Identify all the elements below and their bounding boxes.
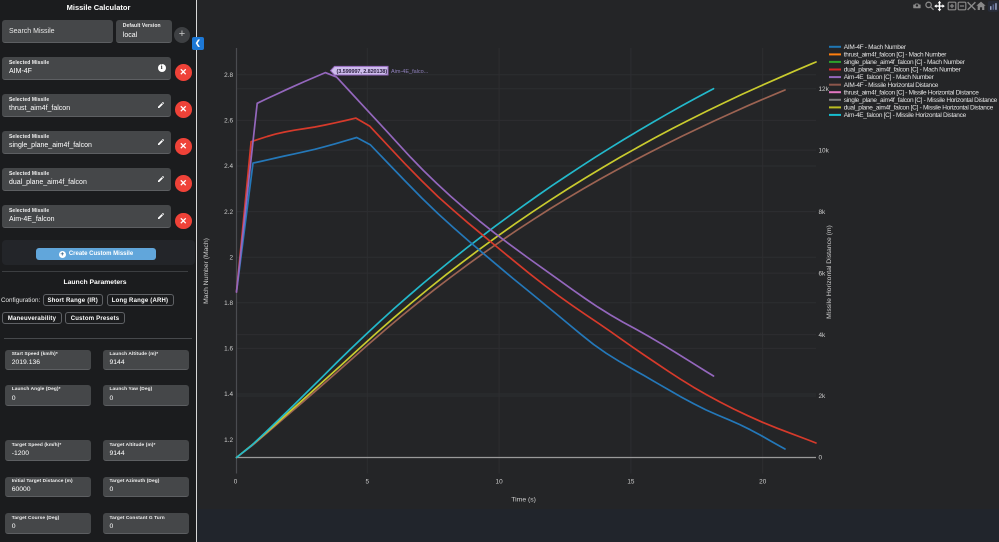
svg-text:12k: 12k (819, 86, 830, 93)
svg-text:Aim-4E_falcon [C] - Mach Numbe: Aim-4E_falcon [C] - Mach Number (844, 74, 935, 81)
svg-text:5: 5 (366, 478, 370, 485)
svg-text:0: 0 (234, 478, 238, 485)
svg-text:Aim-4E_falco...: Aim-4E_falco... (391, 69, 429, 75)
svg-text:Missile Horizontal Distance (m: Missile Horizontal Distance (m) (826, 225, 833, 319)
svg-text:2k: 2k (819, 393, 827, 400)
svg-text:single_plane_aim4f_falcon [C]: single_plane_aim4f_falcon [C] - Missile … (844, 97, 998, 104)
svg-text:1.4: 1.4 (224, 391, 233, 398)
svg-text:0: 0 (819, 455, 823, 462)
svg-text:dual_plane_aim4f_falcon [C] -: dual_plane_aim4f_falcon [C] - Mach Numbe… (844, 67, 962, 74)
svg-text:6k: 6k (819, 270, 827, 277)
svg-text:thrust_aim4f_falcon [C] - Miss: thrust_aim4f_falcon [C] - Missile Horizo… (844, 89, 979, 96)
svg-text:10: 10 (496, 478, 504, 485)
svg-text:15: 15 (627, 478, 635, 485)
svg-text:2: 2 (229, 254, 233, 261)
svg-text:Mach Number (Mach): Mach Number (Mach) (203, 238, 210, 304)
svg-text:2.6: 2.6 (224, 118, 233, 125)
svg-text:2.2: 2.2 (224, 209, 233, 216)
svg-text:dual_plane_aim4f_falcon [C] -: dual_plane_aim4f_falcon [C] - Missile Ho… (844, 105, 994, 112)
svg-text:2.4: 2.4 (224, 163, 233, 170)
svg-text:(3.599997, 2.820138): (3.599997, 2.820138) (337, 69, 388, 75)
svg-text:thrust_aim4f_falcon [C] - Mach: thrust_aim4f_falcon [C] - Mach Number (844, 52, 947, 59)
svg-text:1.2: 1.2 (224, 437, 233, 444)
svg-text:AIM-4F - Mach Number: AIM-4F - Mach Number (844, 44, 907, 51)
svg-text:4k: 4k (819, 332, 827, 339)
svg-text:AIM-4F - Missile Horizontal Di: AIM-4F - Missile Horizontal Distance (844, 82, 939, 89)
svg-text:8k: 8k (819, 209, 827, 216)
svg-text:Aim-4E_falcon [C] - Missile Ho: Aim-4E_falcon [C] - Missile Horizontal D… (844, 112, 967, 119)
svg-text:10k: 10k (819, 147, 830, 154)
svg-text:single_plane_aim4f_falcon [C]: single_plane_aim4f_falcon [C] - Mach Num… (844, 59, 966, 66)
svg-text:2.8: 2.8 (224, 72, 233, 79)
svg-text:1.6: 1.6 (224, 346, 233, 353)
svg-text:20: 20 (759, 478, 767, 485)
svg-text:1.8: 1.8 (224, 300, 233, 307)
svg-text:Time (s): Time (s) (511, 497, 536, 504)
